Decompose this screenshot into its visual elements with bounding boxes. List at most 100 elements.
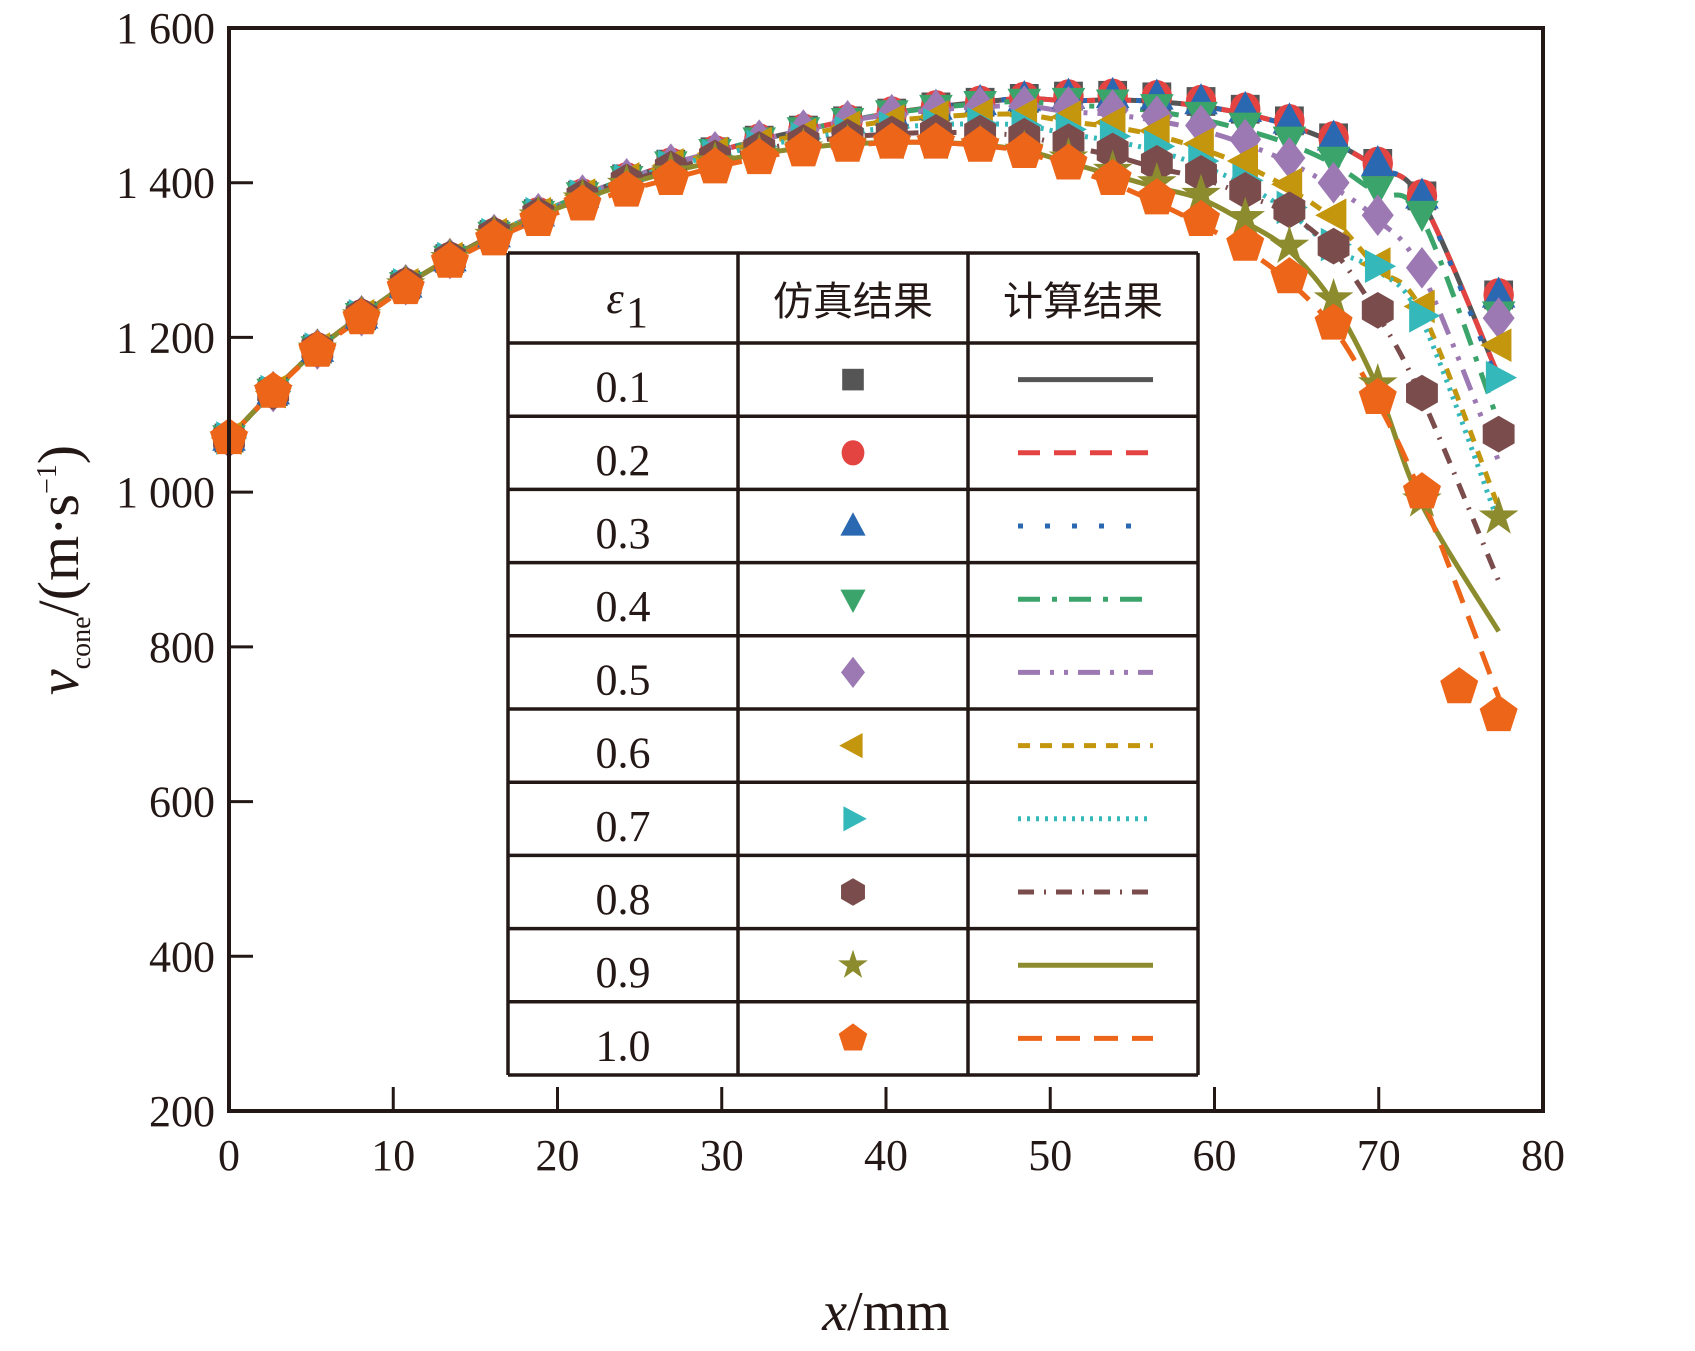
legend-epsilon-value: 0.6 [596, 729, 651, 778]
sim-marker-0.8 [1406, 374, 1438, 412]
x-tick-label: 60 [1193, 1131, 1237, 1180]
x-tick-label: 30 [700, 1131, 744, 1180]
legend-marker-1.0 [838, 1023, 868, 1051]
sim-marker-0.6 [1182, 127, 1214, 161]
y-axis-title: vcone/(m·s−1) [26, 445, 97, 695]
legend-epsilon-value: 0.5 [596, 655, 651, 704]
legend-epsilon-value: 1.0 [596, 1021, 651, 1070]
y-axis-title-exp: −1 [32, 464, 63, 494]
sim-marker-1.0 [298, 330, 337, 367]
y-tick-label: 1 400 [116, 159, 215, 208]
legend-marker-0.1 [842, 368, 864, 391]
sim-marker-1.0 [1137, 178, 1176, 215]
x-tick-label: 80 [1521, 1131, 1565, 1180]
legend-epsilon-value: 0.4 [596, 582, 651, 631]
y-tick-label: 800 [149, 623, 215, 672]
sim-marker-0.9 [1313, 277, 1354, 316]
marker-layer [209, 76, 1519, 732]
y-tick-label: 1 200 [116, 313, 215, 362]
sim-marker-1.0 [1402, 472, 1441, 509]
sim-marker-1.0 [916, 122, 955, 159]
sim-marker-1.0 [828, 125, 867, 162]
legend: ε 1 仿真结果 计算结果 0.1 0.2 0.3 0.4 0.5 0.6 0.7 0.8 0.9 1.0 [506, 251, 1200, 1077]
sim-marker-1.0 [1479, 694, 1518, 732]
legend-header-calculation: 计算结果 [1003, 279, 1163, 325]
sim-marker-1.0 [342, 298, 381, 335]
sim-marker-0.6 [1315, 198, 1347, 233]
y-tick-label: 200 [149, 1087, 215, 1136]
y-tick-label: 600 [149, 778, 215, 827]
x-axis-title-var: x [821, 1281, 847, 1343]
sim-marker-0.5 [1482, 297, 1515, 339]
sim-marker-0.7 [1364, 249, 1397, 284]
sim-marker-1.0 [1182, 199, 1221, 237]
legend-marker-0.5 [841, 656, 865, 688]
sim-marker-1.0 [607, 170, 646, 207]
sim-marker-0.3 [1481, 276, 1516, 308]
y-tick-label: 1 000 [116, 468, 215, 517]
legend-marker-0.4 [840, 589, 866, 613]
sim-marker-1.0 [386, 267, 425, 305]
legend-marker-0.6 [839, 733, 863, 759]
legend-epsilon-value: 0.3 [596, 509, 651, 558]
sim-marker-1.0 [1093, 158, 1132, 196]
sim-marker-0.5 [1140, 95, 1173, 137]
sim-marker-1.0 [1314, 303, 1353, 340]
sim-marker-1.0 [1270, 257, 1309, 294]
sim-marker-0.9 [1181, 173, 1221, 212]
sim-marker-0.6 [1480, 328, 1512, 362]
svg-text:vcone/(m·s−1): vcone/(m·s−1) [26, 445, 97, 695]
y-tick-label: 1 600 [116, 4, 215, 53]
legend-marker-0.2 [841, 440, 865, 466]
sim-marker-1.0 [1226, 224, 1265, 261]
x-tick-label: 40 [864, 1131, 908, 1180]
legend-epsilon-value: 0.1 [596, 363, 651, 412]
sim-marker-1.0 [872, 122, 911, 159]
sim-marker-1.0 [695, 147, 735, 184]
sim-marker-0.6 [1270, 167, 1303, 202]
y-axis-title-sub: cone [66, 616, 97, 669]
sim-marker-0.3 [1272, 102, 1307, 134]
sim-marker-1.0 [519, 199, 558, 237]
sim-marker-0.4 [1405, 200, 1439, 233]
sim-marker-1.0 [1049, 143, 1088, 180]
sim-marker-0.9 [1478, 496, 1519, 534]
y-axis-title-main: v [26, 669, 91, 695]
legend-header-epsilon: ε [606, 274, 624, 323]
legend-epsilon-value: 0.9 [596, 948, 651, 997]
y-axis-title-unit: /(m·s [26, 494, 91, 616]
y-tick-label: 400 [149, 932, 215, 981]
legend-marker-0.9 [838, 949, 868, 978]
sim-marker-0.9 [1269, 225, 1310, 263]
x-tick-label: 0 [218, 1131, 240, 1180]
sim-marker-0.8 [1185, 155, 1217, 192]
legend-epsilon-value: 0.2 [596, 436, 651, 485]
x-axis-title: x/mm [821, 1281, 950, 1343]
sim-marker-0.8 [1229, 172, 1262, 209]
sim-marker-0.7 [1485, 360, 1518, 395]
sim-marker-0.5 [1361, 194, 1394, 237]
legend-marker-0.8 [841, 878, 865, 906]
sim-marker-0.6 [1226, 144, 1259, 178]
sim-marker-1.0 [961, 125, 1000, 162]
sim-marker-0.5 [1405, 247, 1438, 289]
x-tick-label: 70 [1357, 1131, 1401, 1180]
sim-marker-0.3 [1360, 144, 1395, 177]
sim-marker-0.4 [1360, 176, 1395, 208]
sim-marker-1.0 [563, 184, 602, 221]
legend-header-simulation: 仿真结果 [773, 279, 933, 325]
ticks-layer: 0 10 20 30 40 50 60 70 80 200 400 600 800 1 000 1 200 1… [116, 4, 1565, 1180]
x-tick-label: 10 [371, 1131, 415, 1180]
x-tick-label: 20 [536, 1131, 580, 1180]
sim-marker-1.0 [784, 130, 823, 167]
sim-marker-0.9 [1225, 196, 1265, 235]
sim-marker-0.5 [1317, 161, 1350, 204]
sim-marker-1.0 [1358, 377, 1397, 414]
sim-marker-1.0 [430, 241, 469, 278]
sim-marker-1.0 [475, 219, 514, 256]
legend-epsilon-value: 0.7 [596, 802, 651, 851]
sim-marker-1.0 [254, 371, 293, 408]
y-axis-title-close: ) [26, 445, 91, 464]
legend-marker-0.7 [843, 806, 867, 832]
